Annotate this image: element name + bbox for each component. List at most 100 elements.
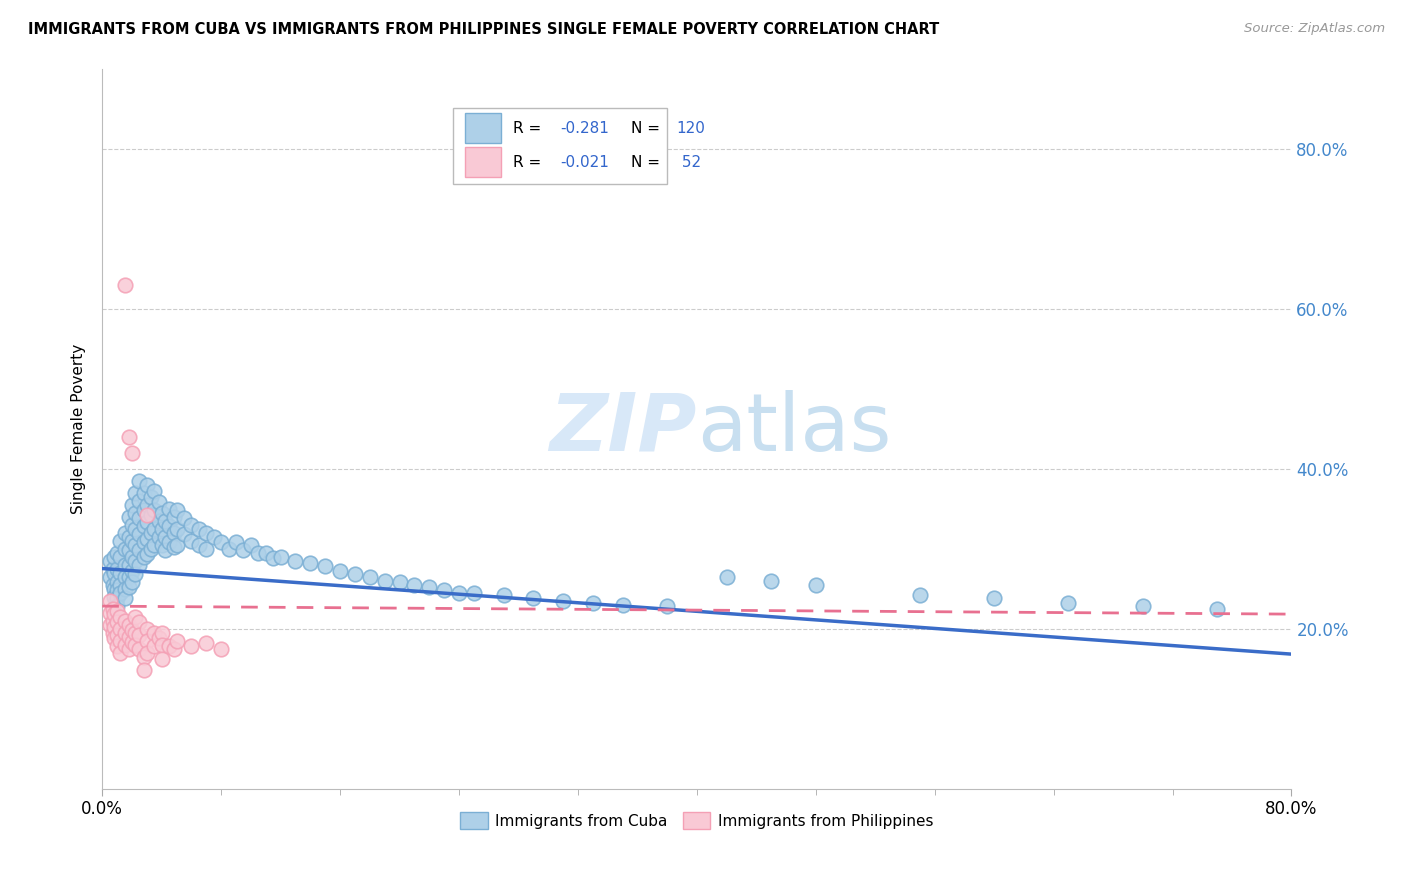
Point: [98, 606, 121, 620]
Text: R =: R =: [513, 120, 546, 136]
Point: [180, 533, 202, 548]
Point: [983, 591, 1005, 606]
Point: [239, 537, 262, 551]
Point: [118, 617, 141, 632]
Point: [121, 445, 143, 459]
Point: [98, 553, 121, 567]
Point: [157, 535, 180, 549]
Point: [492, 588, 515, 602]
Point: [105, 639, 128, 653]
Point: [121, 564, 143, 578]
Point: [108, 577, 131, 591]
Point: [135, 622, 157, 636]
Text: 120: 120: [676, 120, 706, 136]
Point: [105, 615, 128, 629]
Point: [299, 556, 322, 570]
Point: [121, 549, 143, 564]
Point: [135, 515, 157, 529]
Point: [128, 558, 150, 572]
Point: [124, 485, 146, 500]
Point: [143, 522, 166, 536]
Text: atlas: atlas: [697, 390, 891, 467]
Point: [150, 522, 173, 536]
Point: [166, 633, 188, 648]
Point: [108, 533, 131, 548]
Point: [118, 529, 141, 543]
Point: [114, 625, 136, 640]
Point: [105, 561, 128, 575]
Point: [101, 614, 124, 628]
Point: [195, 541, 218, 556]
Point: [195, 525, 218, 540]
Point: [135, 498, 157, 512]
Point: [153, 543, 176, 558]
Point: [105, 545, 128, 559]
Point: [108, 633, 131, 648]
Point: [114, 525, 136, 540]
Point: [187, 537, 209, 551]
Point: [388, 575, 411, 590]
Point: [195, 636, 218, 650]
Point: [187, 522, 209, 536]
Point: [135, 532, 157, 546]
Point: [716, 569, 738, 583]
Point: [135, 477, 157, 491]
Point: [173, 511, 195, 525]
Point: [105, 599, 128, 614]
Point: [98, 617, 121, 632]
Point: [209, 641, 232, 656]
Point: [132, 519, 155, 533]
Point: [103, 590, 125, 604]
Point: [218, 541, 240, 556]
Point: [121, 635, 143, 649]
Point: [128, 474, 150, 488]
Point: [180, 517, 202, 532]
Text: N =: N =: [631, 120, 665, 136]
Point: [343, 567, 366, 582]
Point: [103, 631, 125, 645]
Point: [114, 614, 136, 628]
Point: [141, 508, 163, 522]
Point: [105, 628, 128, 642]
Point: [135, 633, 157, 648]
Point: [124, 553, 146, 567]
Text: -0.021: -0.021: [560, 154, 609, 169]
Point: [150, 652, 173, 666]
Point: [105, 583, 128, 598]
Point: [759, 574, 782, 588]
Point: [105, 604, 128, 618]
Point: [101, 625, 124, 640]
Point: [132, 503, 155, 517]
Point: [118, 569, 141, 583]
Point: [209, 535, 232, 549]
Point: [202, 529, 225, 543]
Point: [118, 558, 141, 572]
Point: [121, 623, 143, 637]
Point: [114, 541, 136, 556]
Point: [128, 527, 150, 541]
Point: [1132, 599, 1154, 614]
Point: [105, 575, 128, 590]
Point: [98, 569, 121, 583]
Point: [262, 551, 284, 566]
Point: [418, 580, 440, 594]
Point: [148, 495, 170, 509]
Point: [143, 503, 166, 517]
Y-axis label: Single Female Poverty: Single Female Poverty: [72, 343, 86, 514]
Point: [114, 569, 136, 583]
Point: [118, 429, 141, 443]
Point: [108, 585, 131, 599]
Point: [128, 511, 150, 525]
Point: [108, 622, 131, 636]
Point: [254, 545, 277, 559]
Point: [124, 638, 146, 652]
Point: [118, 641, 141, 656]
Point: [612, 598, 634, 612]
Point: [143, 639, 166, 653]
Bar: [465, 113, 501, 144]
Point: [118, 509, 141, 524]
Text: Source: ZipAtlas.com: Source: ZipAtlas.com: [1244, 22, 1385, 36]
Point: [374, 574, 396, 588]
Point: [103, 620, 125, 634]
Point: [128, 628, 150, 642]
